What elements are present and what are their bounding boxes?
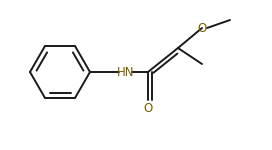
Text: HN: HN (117, 66, 135, 78)
Text: O: O (143, 102, 153, 114)
Text: O: O (197, 21, 207, 34)
